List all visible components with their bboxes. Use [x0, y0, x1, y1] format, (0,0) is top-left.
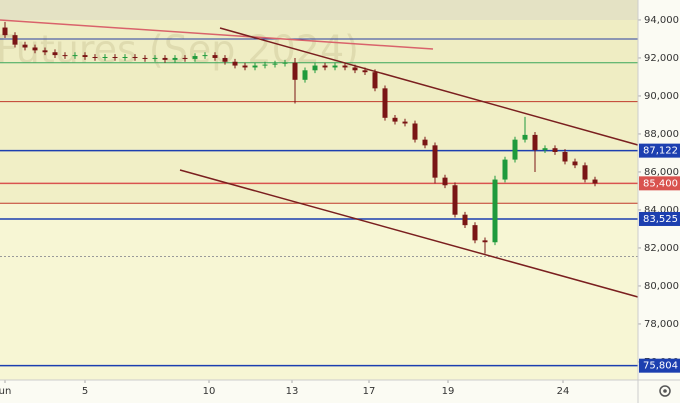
- axes: 76,00078,00080,00082,00084,00086,00088,0…: [0, 15, 680, 397]
- candle-body: [142, 57, 148, 59]
- candle-body: [392, 117, 398, 122]
- candle-body: [322, 65, 328, 68]
- candle-body: [532, 134, 538, 151]
- candle-body: [562, 152, 568, 162]
- candle-body: [222, 57, 228, 62]
- candle-body: [292, 62, 298, 80]
- candle-body: [272, 63, 278, 65]
- candle-body: [92, 57, 98, 58]
- candle-body: [352, 67, 358, 71]
- y-tick-label: 88,000: [644, 129, 679, 140]
- candle-body: [12, 35, 18, 45]
- level-label: 83,525: [643, 214, 678, 225]
- candle-body: [592, 179, 598, 184]
- candle-body: [512, 139, 518, 160]
- candle-body: [212, 55, 218, 58]
- candle-body: [522, 134, 528, 140]
- candle-body: [102, 57, 108, 58]
- axis-background: [638, 0, 680, 403]
- candle-body: [332, 65, 338, 68]
- candle-body: [52, 52, 58, 56]
- candle-body: [442, 177, 448, 186]
- candle-body: [412, 123, 418, 140]
- y-tick-label: 84,000: [644, 205, 679, 216]
- watermark: Futures (Sep 2024): [0, 28, 359, 72]
- candle-body: [402, 121, 408, 124]
- candle-body: [552, 148, 558, 152]
- candle-body: [372, 72, 378, 89]
- candle-body: [2, 27, 8, 36]
- candle-body: [232, 61, 238, 66]
- level-label-box: [639, 358, 680, 373]
- settings-icon[interactable]: [659, 385, 671, 397]
- candle-body: [192, 56, 198, 59]
- trend-line: [179, 169, 639, 298]
- candle-body: [132, 57, 138, 58]
- trend-line: [0, 19, 434, 50]
- level-label: 87,122: [643, 146, 678, 157]
- y-tick-label: 82,000: [644, 243, 679, 254]
- candle-body: [32, 47, 38, 51]
- candle-body: [432, 145, 438, 178]
- candle-body: [472, 225, 478, 241]
- candle-body: [82, 55, 88, 57]
- x-tick-label: 19: [442, 386, 455, 397]
- candle-body: [462, 214, 468, 226]
- candle-body: [162, 57, 168, 60]
- x-tick-label: 10: [203, 386, 216, 397]
- candle-body: [362, 70, 368, 73]
- candle-body: [22, 44, 28, 48]
- candle-body: [342, 65, 348, 68]
- y-tick-label: 78,000: [644, 319, 679, 330]
- candle-body: [42, 50, 48, 53]
- x-tick-label: 13: [286, 386, 299, 397]
- candle-body: [492, 179, 498, 243]
- x-tick-label: 17: [363, 386, 376, 397]
- candle-body: [572, 161, 578, 166]
- band: [0, 0, 638, 20]
- candle-body: [262, 64, 268, 66]
- candle-body: [452, 185, 458, 215]
- candle-body: [502, 159, 508, 180]
- candle-body: [202, 55, 208, 57]
- candle-body: [542, 148, 548, 151]
- candles: [2, 21, 598, 254]
- levels: [0, 38, 638, 367]
- candle-body: [172, 57, 178, 60]
- candle-body: [422, 139, 428, 146]
- y-tick-label: 80,000: [644, 281, 679, 292]
- candle-body: [122, 57, 128, 58]
- band: [0, 20, 638, 102]
- axis-background: [0, 380, 638, 403]
- level-label: 75,804: [643, 361, 678, 372]
- candle-body: [282, 62, 288, 64]
- trend-line: [219, 27, 639, 146]
- candle-body: [152, 57, 158, 59]
- candle-body: [582, 165, 588, 180]
- y-tick-label: 86,000: [644, 167, 679, 178]
- candle-body: [182, 57, 188, 59]
- candle-body: [302, 70, 308, 80]
- candle-body: [312, 65, 318, 71]
- y-tick-label: 94,000: [644, 15, 679, 26]
- level-label-box: [639, 176, 680, 191]
- x-tick-label: 5: [82, 386, 88, 397]
- candle-body: [72, 55, 78, 57]
- y-tick-label: 90,000: [644, 91, 679, 102]
- x-tick-label: un: [0, 386, 11, 397]
- candle-body: [382, 88, 388, 118]
- band: [0, 102, 638, 203]
- level-label: 85,400: [643, 178, 678, 189]
- level-label-box: [639, 211, 680, 226]
- candle-body: [252, 65, 258, 68]
- candle-body: [62, 55, 68, 57]
- candle-body: [242, 65, 248, 68]
- x-tick-label: 24: [557, 386, 570, 397]
- y-tick-label: 92,000: [644, 53, 679, 64]
- candle-body: [112, 57, 118, 58]
- candle-body: [482, 240, 488, 243]
- level-label-box: [639, 143, 680, 158]
